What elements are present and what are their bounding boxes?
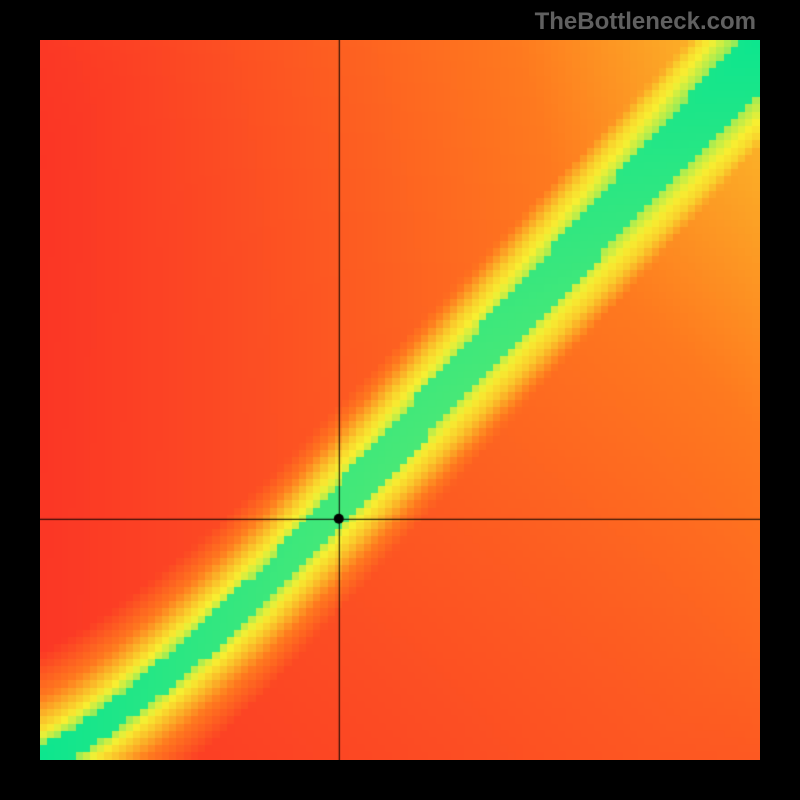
chart-container: TheBottleneck.com <box>0 0 800 800</box>
bottleneck-heatmap <box>40 40 760 760</box>
watermark-text: TheBottleneck.com <box>535 8 756 36</box>
